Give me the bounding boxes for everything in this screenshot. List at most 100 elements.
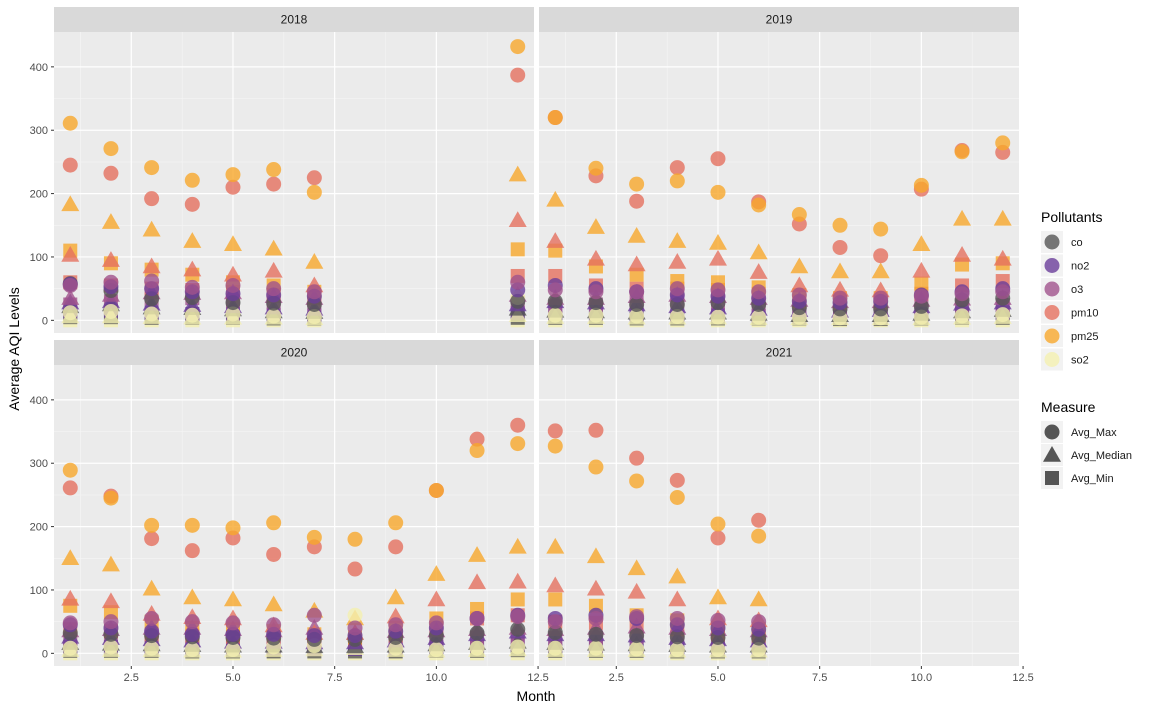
point-pm25-avg_max-2019-m5 [710, 184, 726, 200]
point-o3-avg_max-2019-m11 [954, 286, 970, 302]
point-pm10-avg_median-2020-m12 [508, 572, 527, 589]
facet-strip-label: 2019 [766, 13, 793, 27]
point-pm10-avg_max-2018-m2 [103, 165, 119, 181]
point-pm25-avg_max-2020-m2 [103, 490, 119, 506]
point-pm25-avg_median-2018-m6 [264, 239, 283, 256]
point-pm25-avg_median-2020-m3 [142, 579, 161, 596]
point-pm25-avg_max-2019-m12 [995, 135, 1011, 151]
point-pm25-avg_median-2021-m6 [749, 590, 768, 607]
point-pm10-avg_max-2018-m5 [225, 179, 241, 195]
point-o3-avg_max-2019-m4 [669, 281, 685, 297]
point-pm10-avg_median-2020-m2 [101, 592, 120, 609]
point-co-avg_max-2020-m11 [469, 625, 485, 641]
legend-label-avg_median: Avg_Median [1071, 450, 1132, 462]
point-so2-avg_max-2021-m2 [588, 640, 604, 656]
point-pm10-avg_median-2018-m2 [101, 251, 120, 267]
y-tick-label: 100 [30, 585, 48, 597]
point-so2-avg_max-2018-m3 [144, 306, 160, 322]
y-tick-label: 200 [30, 189, 48, 201]
point-so2-avg_max-2019-m12 [995, 307, 1011, 323]
point-pm10-avg_max-2021-m5 [710, 530, 726, 546]
point-so2-avg_max-2018-m4 [184, 307, 200, 323]
pollutants-legend: Pollutants co no2 o3 pm10 pm25 so2 [1041, 209, 1102, 371]
point-o3-avg_max-2019-m6 [751, 284, 767, 300]
point-o3-avg_max-2019-m1 [547, 282, 563, 298]
point-pm25-avg_max-2020-m6 [266, 515, 282, 531]
legend-key-co-icon [1044, 234, 1060, 250]
point-o3-avg_max-2020-m2 [103, 614, 119, 630]
y-tick-label: 200 [30, 522, 48, 534]
point-o3-avg_max-2020-m10 [428, 615, 444, 631]
point-pm10-avg_max-2020-m4 [184, 543, 200, 559]
facet-2020: 2020 [54, 340, 534, 666]
facet-2019: 2019 [539, 7, 1019, 333]
point-pm25-avg_max-2021-m6 [751, 528, 767, 544]
point-o3-avg_max-2020-m7 [306, 607, 322, 623]
x-tick-label: 7.5 [812, 672, 827, 684]
point-no2-avg_max-2020-m4 [184, 626, 200, 642]
point-so2-avg_max-2019-m1 [547, 307, 563, 323]
x-tick-label: 12.5 [1012, 672, 1033, 684]
panel-background [54, 365, 534, 666]
legend-label-co: co [1071, 237, 1083, 249]
point-pm10-avg_median-2019-m5 [708, 249, 727, 266]
point-o3-avg_max-2020-m11 [469, 610, 485, 626]
facet-strip [54, 7, 534, 32]
legend: Pollutants co no2 o3 pm10 pm25 so2 Measure Avg_M… [1041, 209, 1132, 489]
point-so2-avg_max-2020-m8 [347, 607, 363, 623]
y-axis-title: Average AQI Levels [6, 287, 22, 410]
point-co-avg_max-2020-m12 [510, 621, 526, 637]
point-o3-avg_max-2019-m9 [873, 290, 889, 306]
panel-background [54, 32, 534, 333]
y-tick-label: 400 [30, 395, 48, 407]
point-o3-avg_max-2018-m3 [144, 273, 160, 289]
point-o3-avg_median-2018-m1 [61, 289, 80, 305]
point-o3-avg_max-2018-m4 [184, 279, 200, 295]
point-pm10-avg_max-2021-m6 [751, 512, 767, 528]
facet-panels: 2018 2019 2020 2021 [54, 7, 1019, 666]
point-o3-avg_max-2019-m12 [995, 284, 1011, 300]
point-pm25-avg_median-2018-m4 [183, 232, 202, 248]
point-pm10-avg_max-2020-m8 [347, 561, 363, 577]
point-o3-avg_max-2020-m8 [347, 620, 363, 636]
facet-2018: 2018 [54, 7, 534, 333]
point-pm25-avg_median-2019-m10 [912, 235, 931, 252]
point-pm10-avg_median-2018-m4 [183, 260, 202, 277]
axes: 0 100 200 300 400 0 100 200 300 400 2.5 5.0 7.5 10.0 1… [6, 62, 1034, 704]
point-pm25-avg_max-2021-m3 [629, 473, 645, 489]
point-so2-avg_max-2019-m2 [588, 307, 604, 323]
point-pm10-avg_max-2019-m8 [832, 239, 848, 255]
point-pm25-avg_median-2020-m5 [223, 590, 242, 607]
point-pm25-avg_median-2020-m12 [508, 537, 527, 554]
x-tick-label: 2.5 [124, 672, 139, 684]
point-co-avg_max-2021-m4 [669, 629, 685, 645]
point-pm25-avg_max-2019-m3 [629, 176, 645, 192]
measure-legend-title: Measure [1041, 399, 1096, 415]
legend-key-pm25-icon [1044, 328, 1060, 344]
point-o3-avg_max-2018-m5 [225, 277, 241, 293]
point-pm25-avg_median-2019-m9 [871, 262, 890, 279]
point-pm25-avg_median-2021-m1 [546, 537, 565, 554]
legend-key-triangle-icon [1043, 446, 1061, 462]
x-tick-label: 2.5 [609, 672, 624, 684]
point-pm25-avg_median-2019-m2 [586, 218, 605, 234]
point-pm25-avg_max-2018-m4 [184, 172, 200, 188]
legend-key-no2-icon [1044, 258, 1060, 273]
legend-label-o3: o3 [1071, 284, 1083, 296]
point-pm25-avg_median-2020-m6 [264, 595, 283, 612]
y-tick-label: 400 [30, 62, 48, 74]
point-pm10-avg_median-2021-m1 [546, 576, 565, 593]
point-co-avg_max-2021-m2 [588, 626, 604, 642]
point-pm25-avg_max-2018-m3 [144, 160, 160, 176]
point-pm25-avg_max-2019-m4 [669, 173, 685, 189]
point-pm25-avg_max-2020-m8 [347, 531, 363, 547]
point-pm25-avg_max-2020-m5 [225, 520, 241, 536]
point-o3-avg_max-2021-m3 [629, 609, 645, 625]
point-pm25-avg_max-2019-m6 [751, 197, 767, 213]
facet-strip [54, 340, 534, 365]
point-so2-avg_max-2020-m9 [388, 640, 404, 656]
point-pm25-avg_median-2019-m8 [831, 262, 850, 279]
point-so2-avg_max-2020-m11 [469, 640, 485, 656]
y-tick-label: 100 [30, 252, 48, 264]
point-pm25-avg_median-2018-m7 [305, 253, 324, 269]
